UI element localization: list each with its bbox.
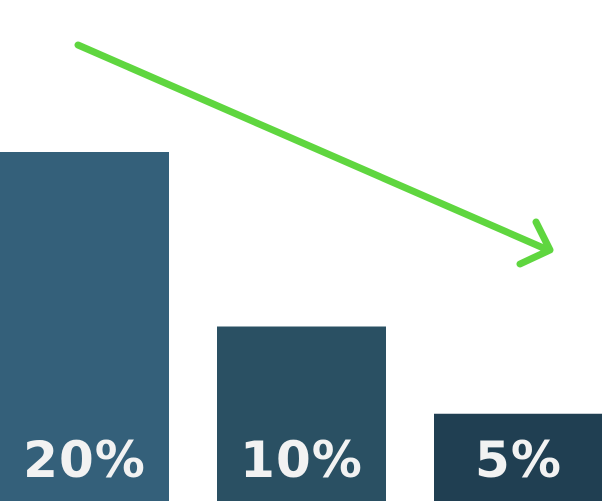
- trend-arrow: [74, 41, 554, 268]
- bars-layer: [0, 152, 602, 501]
- bar-value-label-3: 5%: [475, 431, 562, 489]
- labels-layer: 20% 10% 5%: [23, 431, 562, 489]
- bar-2: [217, 326, 386, 501]
- trend-arrow-head: [516, 218, 554, 268]
- bar-value-label-2: 10%: [240, 431, 363, 489]
- trend-arrow-shaft: [74, 41, 552, 254]
- bar-value-label-1: 20%: [23, 431, 146, 489]
- bar-1: [0, 152, 169, 501]
- bar-3: [434, 413, 602, 501]
